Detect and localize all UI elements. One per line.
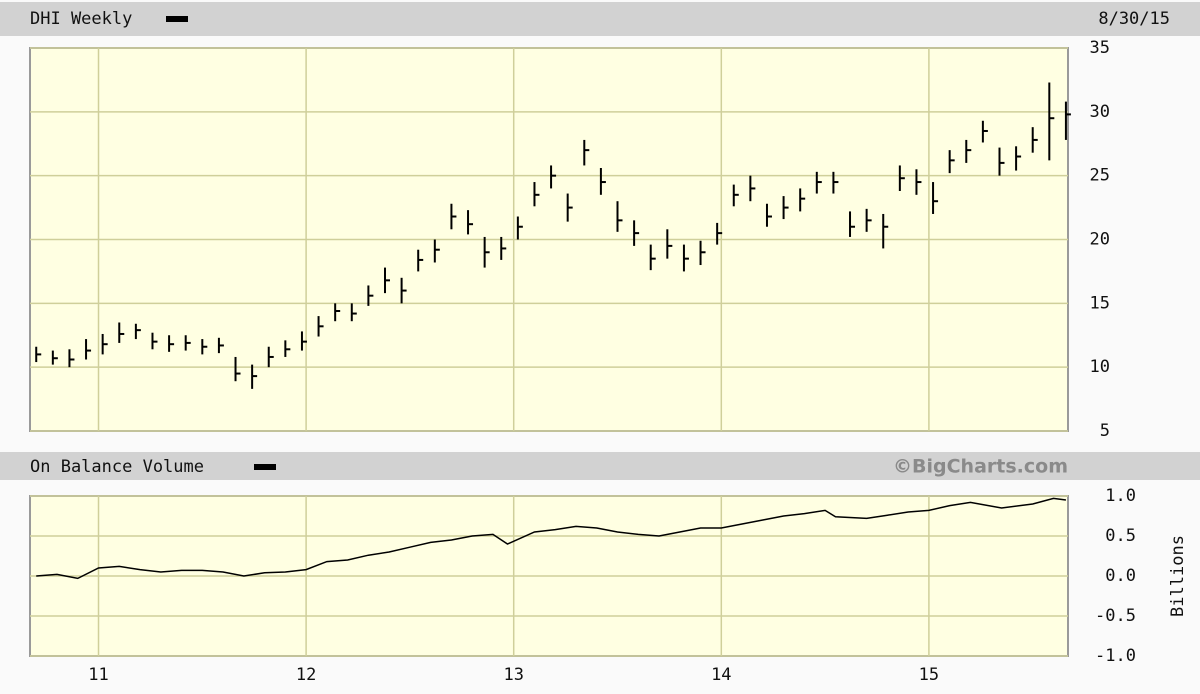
y-tick-label: 35 [1090, 38, 1110, 58]
y-tick-label: 25 [1090, 166, 1110, 186]
y-tick-label: 15 [1090, 293, 1110, 313]
x-tick-label: 13 [503, 665, 523, 685]
chart-title: DHI Weekly [30, 9, 132, 29]
y-tick-label: -0.5 [1095, 606, 1136, 626]
y-tick-label: 20 [1090, 230, 1110, 250]
y-axis-label: Billions [1168, 535, 1188, 617]
x-tick-label: 14 [711, 665, 731, 685]
y-tick-label: -1.0 [1095, 646, 1136, 666]
x-tick-label: 12 [296, 665, 316, 685]
y-tick-label: 5 [1100, 421, 1110, 441]
y-tick-label: 10 [1090, 357, 1110, 377]
x-tick-label: 11 [88, 665, 108, 685]
source-label: ©BigCharts.com [893, 456, 1068, 478]
date-label: 8/30/15 [1098, 9, 1170, 29]
legend-swatch [254, 464, 276, 470]
x-tick-label: 15 [919, 665, 939, 685]
y-tick-label: 30 [1090, 102, 1110, 122]
obv-line [36, 497, 1067, 580]
y-tick-label: 0.0 [1105, 566, 1136, 586]
y-tick-label: 0.5 [1105, 526, 1136, 546]
header-bar [0, 2, 1200, 36]
y-tick-label: 1.0 [1105, 486, 1136, 506]
legend-swatch [166, 16, 188, 22]
chart-title: On Balance Volume [30, 457, 204, 477]
header-bar [0, 452, 1200, 480]
